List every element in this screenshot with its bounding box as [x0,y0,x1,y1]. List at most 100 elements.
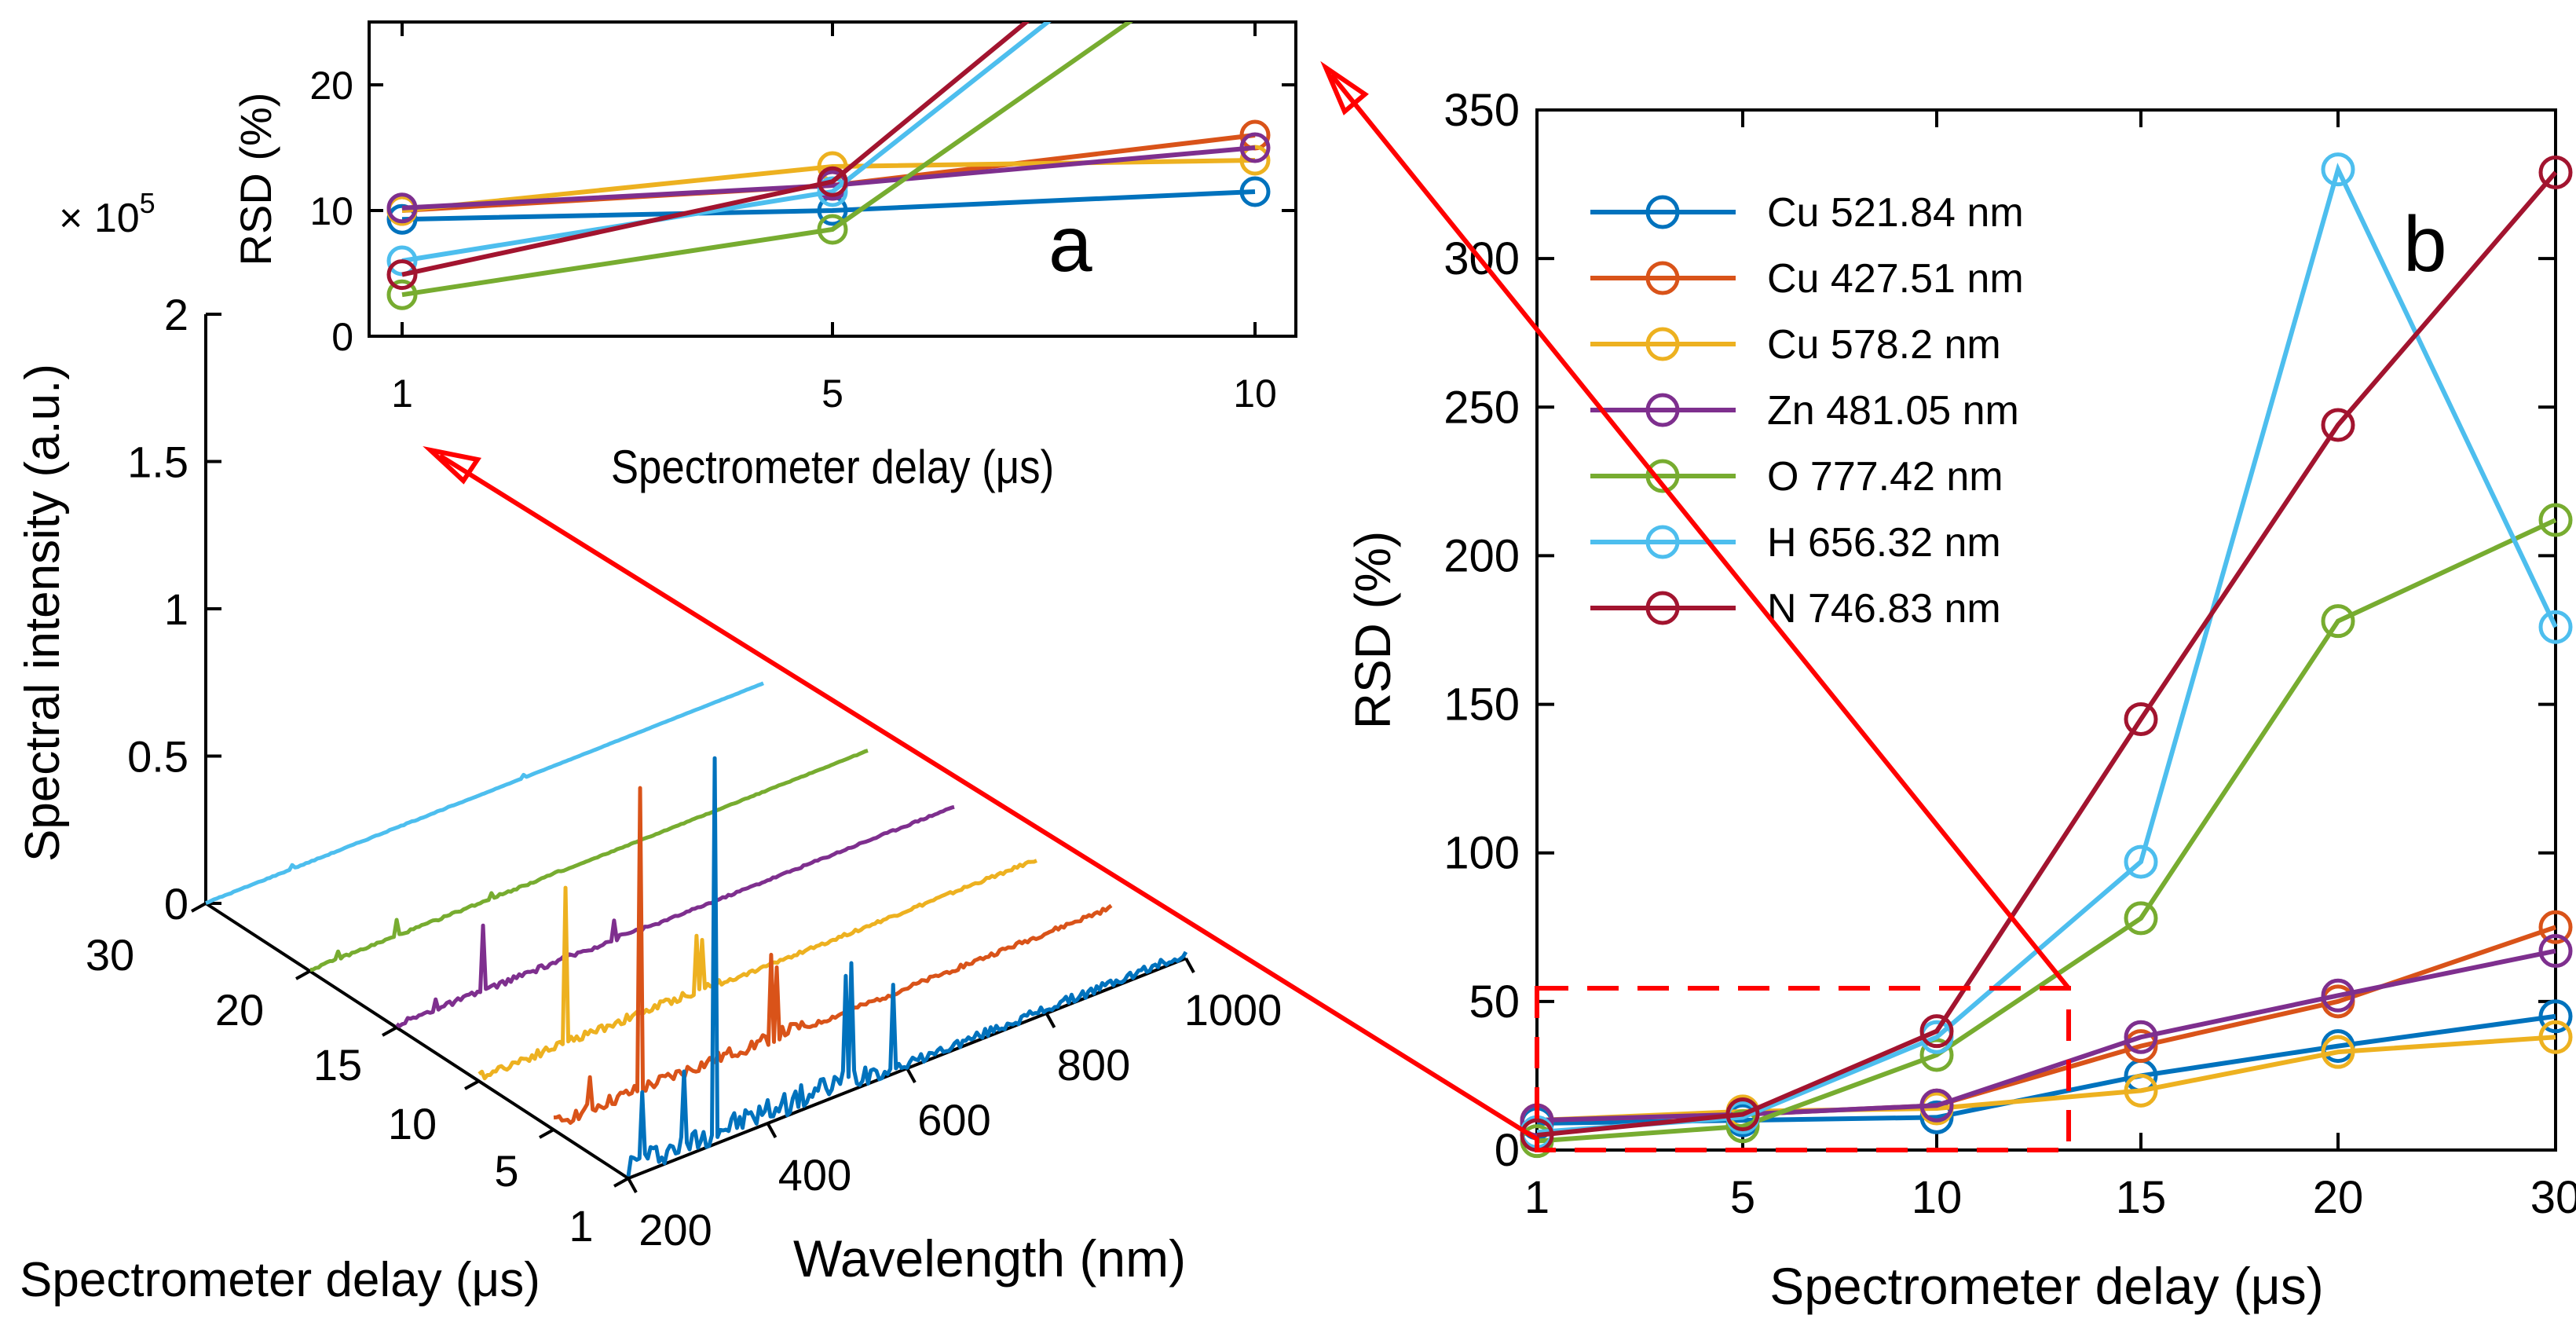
z-tick-label: 1 [164,584,188,634]
panel-b-xtick-label: 5 [1730,1172,1755,1223]
z-tick-label: 0.5 [127,732,188,782]
panel-b-series-line [1536,925,2556,1123]
panel-b-data-point [2538,934,2573,969]
panel-b-ylabel: RSD (%) [1345,531,1401,729]
z-multiplier-base: × 10 [59,196,140,241]
delay-tick-label: 10 [388,1099,437,1148]
panel-a-data-point [386,259,418,291]
panel-b-xtick-label: 15 [2116,1172,2167,1223]
wavelength-tick [627,1178,638,1193]
panel-b-xtick-label: 30 [2530,1172,2576,1223]
panel-a-xtick-label: 5 [821,372,843,416]
panel-b-ytick-label: 150 [1444,679,1520,731]
panel-a-data-point [1239,132,1271,163]
arrow-to-inset-head [423,445,481,485]
z-tick-label: 1.5 [127,438,188,487]
panel-b-data-point [2321,1035,2355,1069]
legend-marker [1645,261,1680,295]
panel-b-data-point [2538,1020,2573,1054]
panel-b-data-point [2321,978,2355,1013]
panel-a-data-point [1239,176,1271,207]
panel-b-series [1520,152,2573,1159]
wavelength-tick-label: 1000 [1184,985,1283,1035]
panel-b-data-point [1725,1097,1760,1132]
panel-b-data-point [1919,1088,1954,1123]
panel-b-ytick-label: 250 [1444,382,1520,433]
delay-tick [191,902,207,913]
delay-tick [539,1128,554,1139]
panel-b-data-point [2538,503,2573,537]
panel-b-ytick-label: 200 [1444,530,1520,581]
panel-a-xtick-label: 10 [1233,372,1277,416]
legend-entry: Cu 521.84 nm [1767,190,2024,236]
z-multiplier: × 105 [59,187,156,241]
delay-tick [464,1079,480,1090]
panel-b-label: b [2403,200,2447,288]
panel-a-data-point [817,176,848,207]
z-axis-label: Spectral intensity (a.u.) [16,364,70,862]
zoom-annotations [423,60,2071,1152]
legend-marker [1645,195,1680,229]
panel-a-xtick-label: 1 [391,372,413,416]
wavelength-tick-label: 800 [1057,1040,1130,1090]
panel-a-ytick-label: 10 [309,189,353,233]
wavelength-tick-group: 200 400 600 800 1000 [627,958,1283,1255]
wavelength-tick-label: 200 [639,1205,712,1255]
wavelength-tick [1184,958,1195,973]
panel-a-label: a [1048,200,1092,288]
panel-b-data-point [2124,844,2158,879]
panel-a-series-line [401,22,1030,277]
panel-b-data-point [2321,152,2355,187]
wavelength-tick [1045,1013,1056,1028]
panel-a-data-point [817,214,848,245]
panel-b-data-point [2538,610,2573,644]
panel-b-ytick-label: 50 [1469,976,1520,1027]
delay-tick-label: 20 [215,985,264,1035]
spectrum-line [309,749,869,973]
panel-a-data-point [386,192,418,224]
panel-a-series-line [401,22,1133,298]
wavelength-tick-label: 600 [917,1095,990,1145]
panel-b-legend: Cu 521.84 nm Cu 427.51 nm Cu 578.2 nm Zn 48… [1590,190,2024,632]
arrow-to-panel-b-line [1329,73,2071,990]
panel-a-series [386,22,1271,310]
legend-marker [1645,327,1680,361]
spectrum-line [553,786,1113,1125]
panel-a-ylabel: RSD (%) [231,93,280,266]
panel-a-data-point [817,166,848,197]
legend-entry: N 746.83 nm [1767,586,2001,632]
panel-b-series-line [1536,518,2557,1144]
panel-b-series-line [1536,170,2558,1138]
wavelength-axis-label: Wavelength (nm) [793,1229,1186,1288]
spectrum-line [626,756,1188,1177]
panel-b-data-point [2538,910,2573,944]
delay-tick [295,969,311,980]
panel-a-data-point [1239,145,1271,176]
panel-b-data-point [2321,408,2355,442]
panel-b-data-point [2124,1020,2158,1054]
delay-tick-label: 15 [313,1040,362,1090]
panel-b-data-point [1919,1038,1954,1072]
delay-tick-label: 5 [494,1146,518,1196]
z-tick-group: 0 0.5 1 1.5 2 [127,290,221,929]
legend-marker [1645,393,1680,427]
delay-tick-label: 1 [569,1201,593,1251]
spectrum-line [205,681,765,905]
panel-a-xlabel: Spectrometer delay (μs) [611,441,1054,493]
legend-entry: O 777.42 nm [1767,454,2003,500]
panel-b-ytick-label: 350 [1444,85,1520,136]
panel-b-xtick-label: 20 [2313,1172,2364,1223]
panel-a-data-point [386,279,418,310]
legend-entry: H 656.32 nm [1767,520,2001,566]
panel-b-data-point [2124,1029,2158,1064]
panel-b-series-line [1536,948,2556,1123]
z-tick-label: 0 [164,879,188,929]
panel-b-data-point [2538,155,2573,189]
delay-tick [382,1026,397,1037]
zoom-box [1535,986,2071,1152]
panel-b-data-point [1725,1109,1760,1144]
